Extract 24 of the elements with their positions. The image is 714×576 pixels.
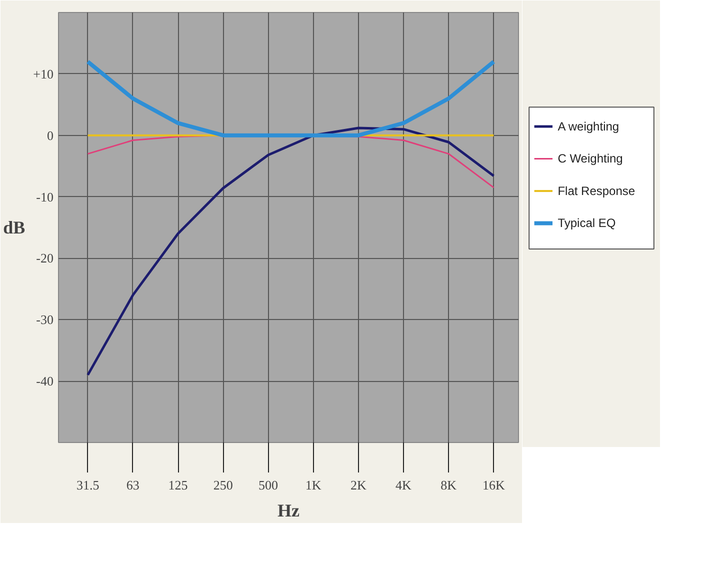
line-series	[86, 60, 496, 138]
x-tick-label: 63	[126, 478, 140, 492]
legend-label: A weighting	[558, 119, 620, 134]
y-axis-title: dB	[3, 218, 26, 238]
x-tick-label: 16K	[482, 478, 506, 492]
y-tick-label: -40	[36, 374, 54, 389]
x-tick-label: 250	[213, 478, 233, 492]
line-series	[86, 126, 495, 376]
x-tick-label: 8K	[440, 478, 458, 492]
y-tick-label: -10	[36, 189, 54, 204]
x-tick-label: 31.5	[76, 478, 100, 492]
x-tick-label: 1K	[305, 478, 322, 492]
y-tick-label: -30	[36, 312, 54, 328]
x-tick-label: 4K	[396, 478, 412, 492]
x-tick-label: 125	[168, 478, 188, 492]
legend-label: C Weighting	[558, 152, 623, 166]
y-tick-label: +10	[33, 66, 54, 82]
y-tick-label: 0	[47, 128, 54, 143]
y-tick-label: -20	[36, 250, 54, 266]
x-tick-label: 2K	[350, 478, 367, 492]
x-axis-title: Hz	[278, 500, 300, 520]
legend-label: Typical EQ	[558, 216, 616, 230]
x-tick-label: 500	[258, 478, 278, 492]
legend-label: Flat Response	[558, 184, 636, 198]
